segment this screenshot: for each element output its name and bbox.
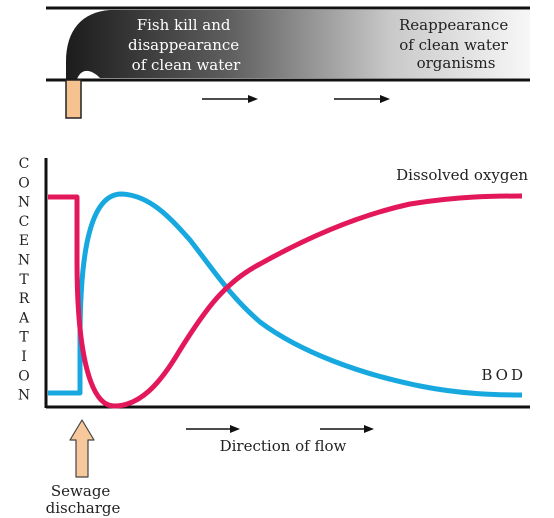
bod-curve: [48, 191, 523, 398]
river-panel: Fish kill and disappearance of clean wat…: [46, 6, 530, 119]
fish-kill-label: Fish kill and disappearance of clean wat…: [128, 16, 244, 74]
polluted-river-band: [66, 10, 530, 82]
flow-arrow-icon: [186, 425, 240, 433]
sewage-pipe: [65, 79, 82, 119]
flow-arrow-icon: [334, 95, 390, 103]
sewage-discharge: Sewage discharge: [46, 419, 121, 517]
direction-of-flow-label: Direction of flow: [220, 437, 347, 455]
reappearance-label: Reappearance of clean water organisms: [399, 16, 513, 72]
dissolved-oxygen-label: Dissolved oxygen: [396, 166, 528, 184]
sewage-discharge-label: Sewage discharge: [46, 482, 121, 517]
dissolved-oxygen-curve: [48, 193, 523, 409]
flow-arrow-icon: [320, 425, 374, 433]
sewage-arrow-icon: [69, 419, 95, 478]
bod-label: BOD: [481, 366, 526, 384]
flow-arrow-icon: [202, 95, 258, 103]
